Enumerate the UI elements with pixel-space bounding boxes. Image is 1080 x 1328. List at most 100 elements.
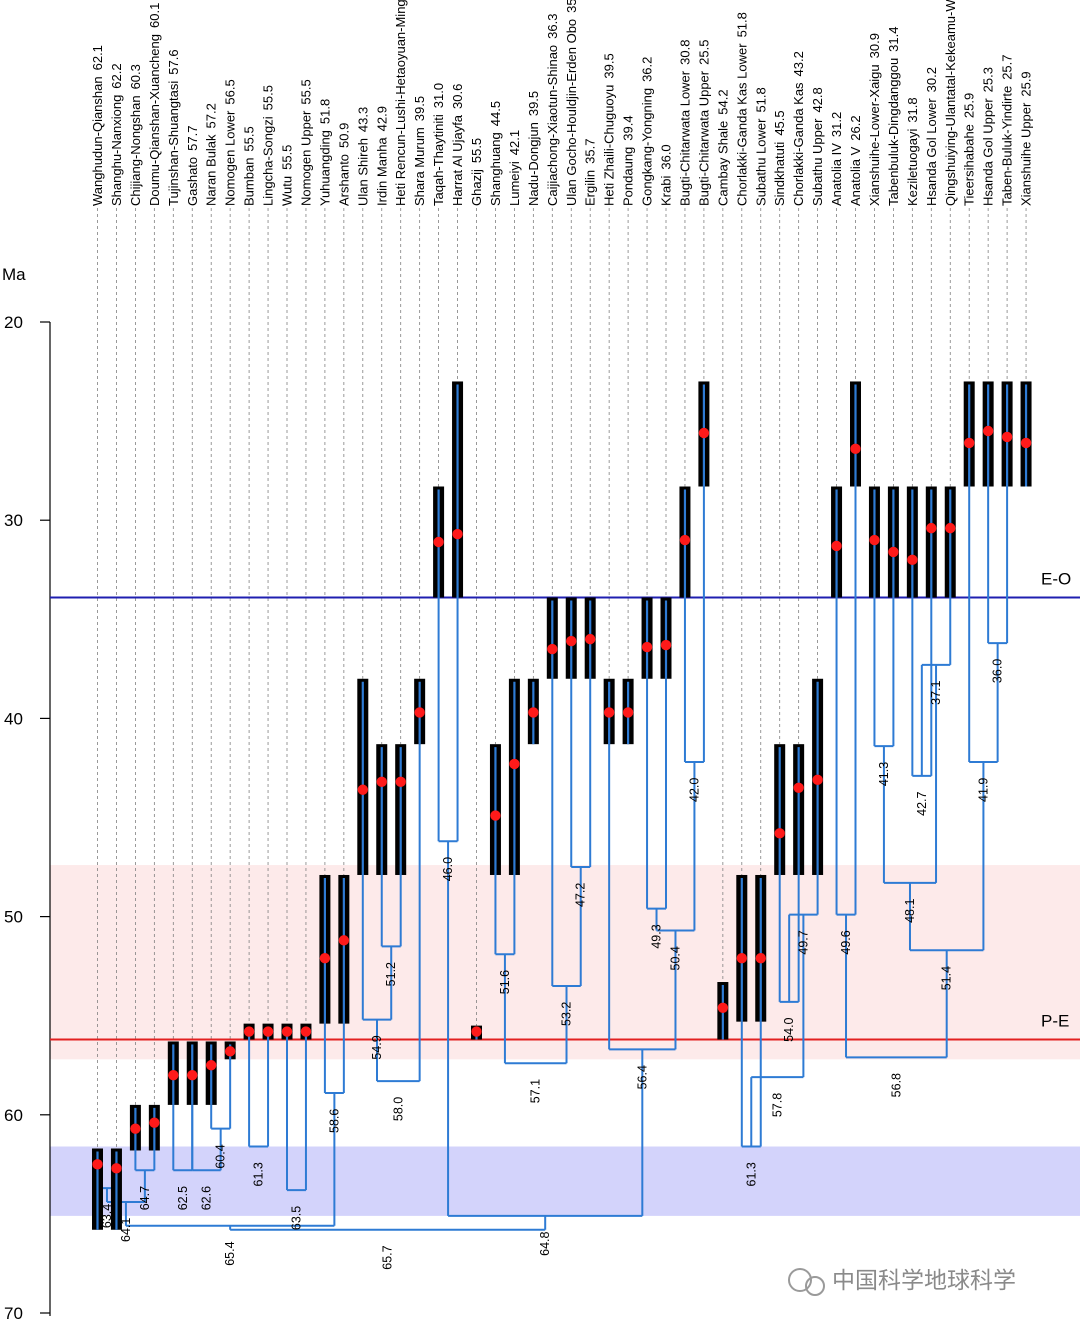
taxon-name: Arshanto (336, 154, 351, 206)
node-age-label: 41.9 (976, 778, 990, 802)
taxon-name: Lumeiyi (507, 161, 522, 206)
node-age-label: 65.7 (381, 1245, 395, 1269)
age-point-6 (187, 1069, 198, 1081)
taxon-name: Chijiang-Nongshan (128, 95, 143, 206)
age-point-11 (281, 1026, 293, 1037)
taxon-age: 35.8 (564, 0, 579, 13)
taxon-name: Hsanda Gol Upper (981, 98, 996, 206)
taxon-name: Shara Murum (412, 127, 427, 206)
y-tick-label: 70 (4, 1304, 23, 1323)
node-age-label: 63.4 (100, 1204, 114, 1228)
taxon-label-27: Ergilin 35.7 (583, 139, 598, 206)
age-point-50 (1020, 437, 1032, 449)
age-point-20 (452, 528, 463, 540)
node-age-label: 51.4 (940, 966, 954, 990)
taxon-label-34: Cambay Shale 54.2 (715, 89, 730, 206)
taxon-age: 26.2 (848, 115, 863, 140)
taxon-age: 56.5 (223, 79, 238, 104)
age-point-29 (622, 707, 634, 718)
node-age-label: 58.0 (391, 1097, 405, 1121)
taxon-age: 30.6 (450, 84, 465, 109)
age-range-bars (92, 381, 1032, 1230)
age-point-5 (168, 1069, 179, 1081)
node-age-label: 49.7 (796, 930, 810, 954)
taxon-label-11: Wutu 55.5 (280, 145, 295, 206)
taxon-age: 30.2 (924, 67, 939, 92)
age-point-17 (395, 776, 406, 788)
age-point-16 (376, 776, 387, 788)
taxon-label-16: Irdin Manha 42.9 (374, 106, 389, 206)
taxon-label-12: Nomogen Upper 55.5 (298, 79, 313, 206)
taxon-age: 50.9 (336, 123, 351, 148)
taxon-label-15: Ulan Shireh 43.3 (355, 107, 370, 206)
node-age-label: 64.1 (119, 1218, 133, 1242)
taxon-age: 39.5 (526, 91, 541, 116)
taxon-name: Tieersihabahe (962, 124, 977, 206)
age-point-39 (812, 774, 823, 786)
taxon-name: Tujinshan-Shuangtasi (166, 81, 181, 206)
taxon-age: 36.0 (659, 144, 674, 169)
age-point-46 (945, 522, 956, 534)
age-point-25 (547, 643, 558, 655)
age-point-14 (338, 935, 350, 946)
taxon-name: Shanghuang (488, 132, 503, 206)
taxon-name: Heti Zhaili-Chuguoyu (602, 85, 617, 206)
age-point-9 (243, 1026, 255, 1037)
taxon-label-37: Sindkhatuti 45.5 (772, 110, 787, 206)
taxon-name: Anatolia IV (829, 143, 844, 206)
node-age-label: 61.3 (744, 1162, 758, 1186)
event-label: P-E (1041, 1011, 1069, 1030)
taxon-label-47: Tieersihabahe 25.9 (962, 93, 977, 206)
node-age-labels: 63.4 64.7 62.5 60.4 62.6 61.3 63.5 58.6 51.2 54.9… (100, 659, 1005, 1270)
taxon-label-35: Chorlakki-Ganda Kas Lower 51.8 (734, 12, 749, 206)
taxon-age: 25.7 (1000, 54, 1015, 79)
taxon-age: 35.7 (583, 139, 598, 164)
node-age-label: 62.6 (199, 1186, 213, 1210)
node-age-label: 64.7 (138, 1186, 152, 1210)
taxon-label-25: Caijiachong-Xiaotun-Shinao 36.3 (545, 14, 560, 206)
taxon-age: 55.5 (298, 79, 313, 104)
taxon-name: Caijiachong-Xiaotun-Shinao (545, 45, 560, 206)
taxon-label-22: Shanghuang 44.5 (488, 101, 503, 206)
taxon-name: Chorlakki-Ganda Kas Lower (734, 43, 749, 206)
age-point-3 (130, 1123, 141, 1134)
taxon-label-5: Tujinshan-Shuangtasi 57.6 (166, 49, 181, 206)
taxon-label-9: Bumban 55.5 (242, 126, 257, 206)
taxon-label-1: Wanghudun-Qianshan 62.1 (90, 45, 105, 206)
taxon-name: Doumu-Qianshan-Xuancheng (147, 34, 162, 206)
age-point-48 (982, 425, 994, 437)
age-point-22 (490, 810, 501, 821)
age-points (92, 425, 1032, 1174)
taxon-label-10: Lingcha-Songzi 55.5 (261, 85, 276, 206)
node-age-label: 50.4 (668, 946, 682, 970)
node-age-label: 62.5 (176, 1186, 190, 1210)
taxon-label-8: Nomogen Lower 56.5 (223, 79, 238, 206)
taxon-name: Hsanda Gol Lower (924, 98, 939, 206)
taxon-label-14: Arshanto 50.9 (336, 123, 351, 206)
taxon-name: Ghazij (469, 169, 484, 206)
watermark: 中国科学地球科学 (788, 1268, 1016, 1296)
age-point-4 (149, 1117, 160, 1128)
taxon-name: Gongkang-Yongning (640, 88, 655, 206)
taxon-label-24: Nadu-Dongjun 39.5 (526, 91, 541, 206)
taxon-name: Keziletuogayi (905, 129, 920, 206)
node-age-label: 51.6 (498, 970, 512, 994)
taxon-label-31: Krabi 36.0 (659, 144, 674, 206)
age-point-41 (850, 443, 861, 455)
age-point-15 (357, 784, 368, 795)
taxon-age: 39.5 (602, 53, 617, 78)
node-age-label: 64.8 (538, 1232, 552, 1256)
taxon-name: Bumban (242, 158, 257, 206)
age-point-18 (414, 707, 425, 718)
taxon-age: 30.8 (677, 40, 692, 65)
age-point-24 (528, 707, 539, 718)
age-point-8 (224, 1046, 236, 1057)
taxon-name: Xianshuihe-Lower-Xaigu (867, 64, 882, 206)
age-point-26 (566, 635, 577, 647)
age-point-34 (717, 1002, 729, 1013)
node-age-label: 36.0 (991, 659, 1005, 683)
node-age-label: 42.7 (915, 792, 929, 816)
taxon-age: 43.2 (791, 51, 806, 76)
taxon-label-28: Heti Zhaili-Chuguoyu 39.5 (602, 53, 617, 206)
